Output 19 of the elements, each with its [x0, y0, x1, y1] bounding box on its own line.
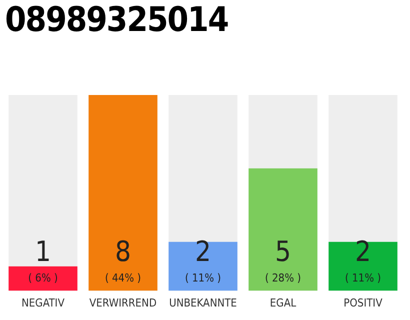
- x-tick-label: EGAL: [270, 296, 297, 310]
- bar: [168, 242, 238, 291]
- annotation: ( 6% ): [28, 272, 58, 285]
- annotation: ( 11% ): [344, 272, 382, 285]
- annotation: ( 44% ): [104, 272, 142, 285]
- annotation: ( 28% ): [264, 272, 302, 285]
- annotation: ( 11% ): [184, 272, 222, 285]
- bar: [328, 242, 398, 291]
- data-label: 1: [34, 234, 52, 268]
- bar: [8, 266, 78, 291]
- x-tick-label: POSITIV: [344, 296, 383, 310]
- x-tick-label: VERWIRREND: [89, 296, 157, 310]
- x-tick-label: UNBEKANNTE: [169, 296, 237, 310]
- data-label: 2: [194, 234, 212, 268]
- x-tick-label: NEGATIV: [22, 296, 65, 310]
- data-label: 5: [274, 234, 292, 268]
- data-label: 8: [114, 234, 132, 268]
- chart-title: 08989325014: [5, 0, 228, 40]
- data-label: 2: [354, 234, 372, 268]
